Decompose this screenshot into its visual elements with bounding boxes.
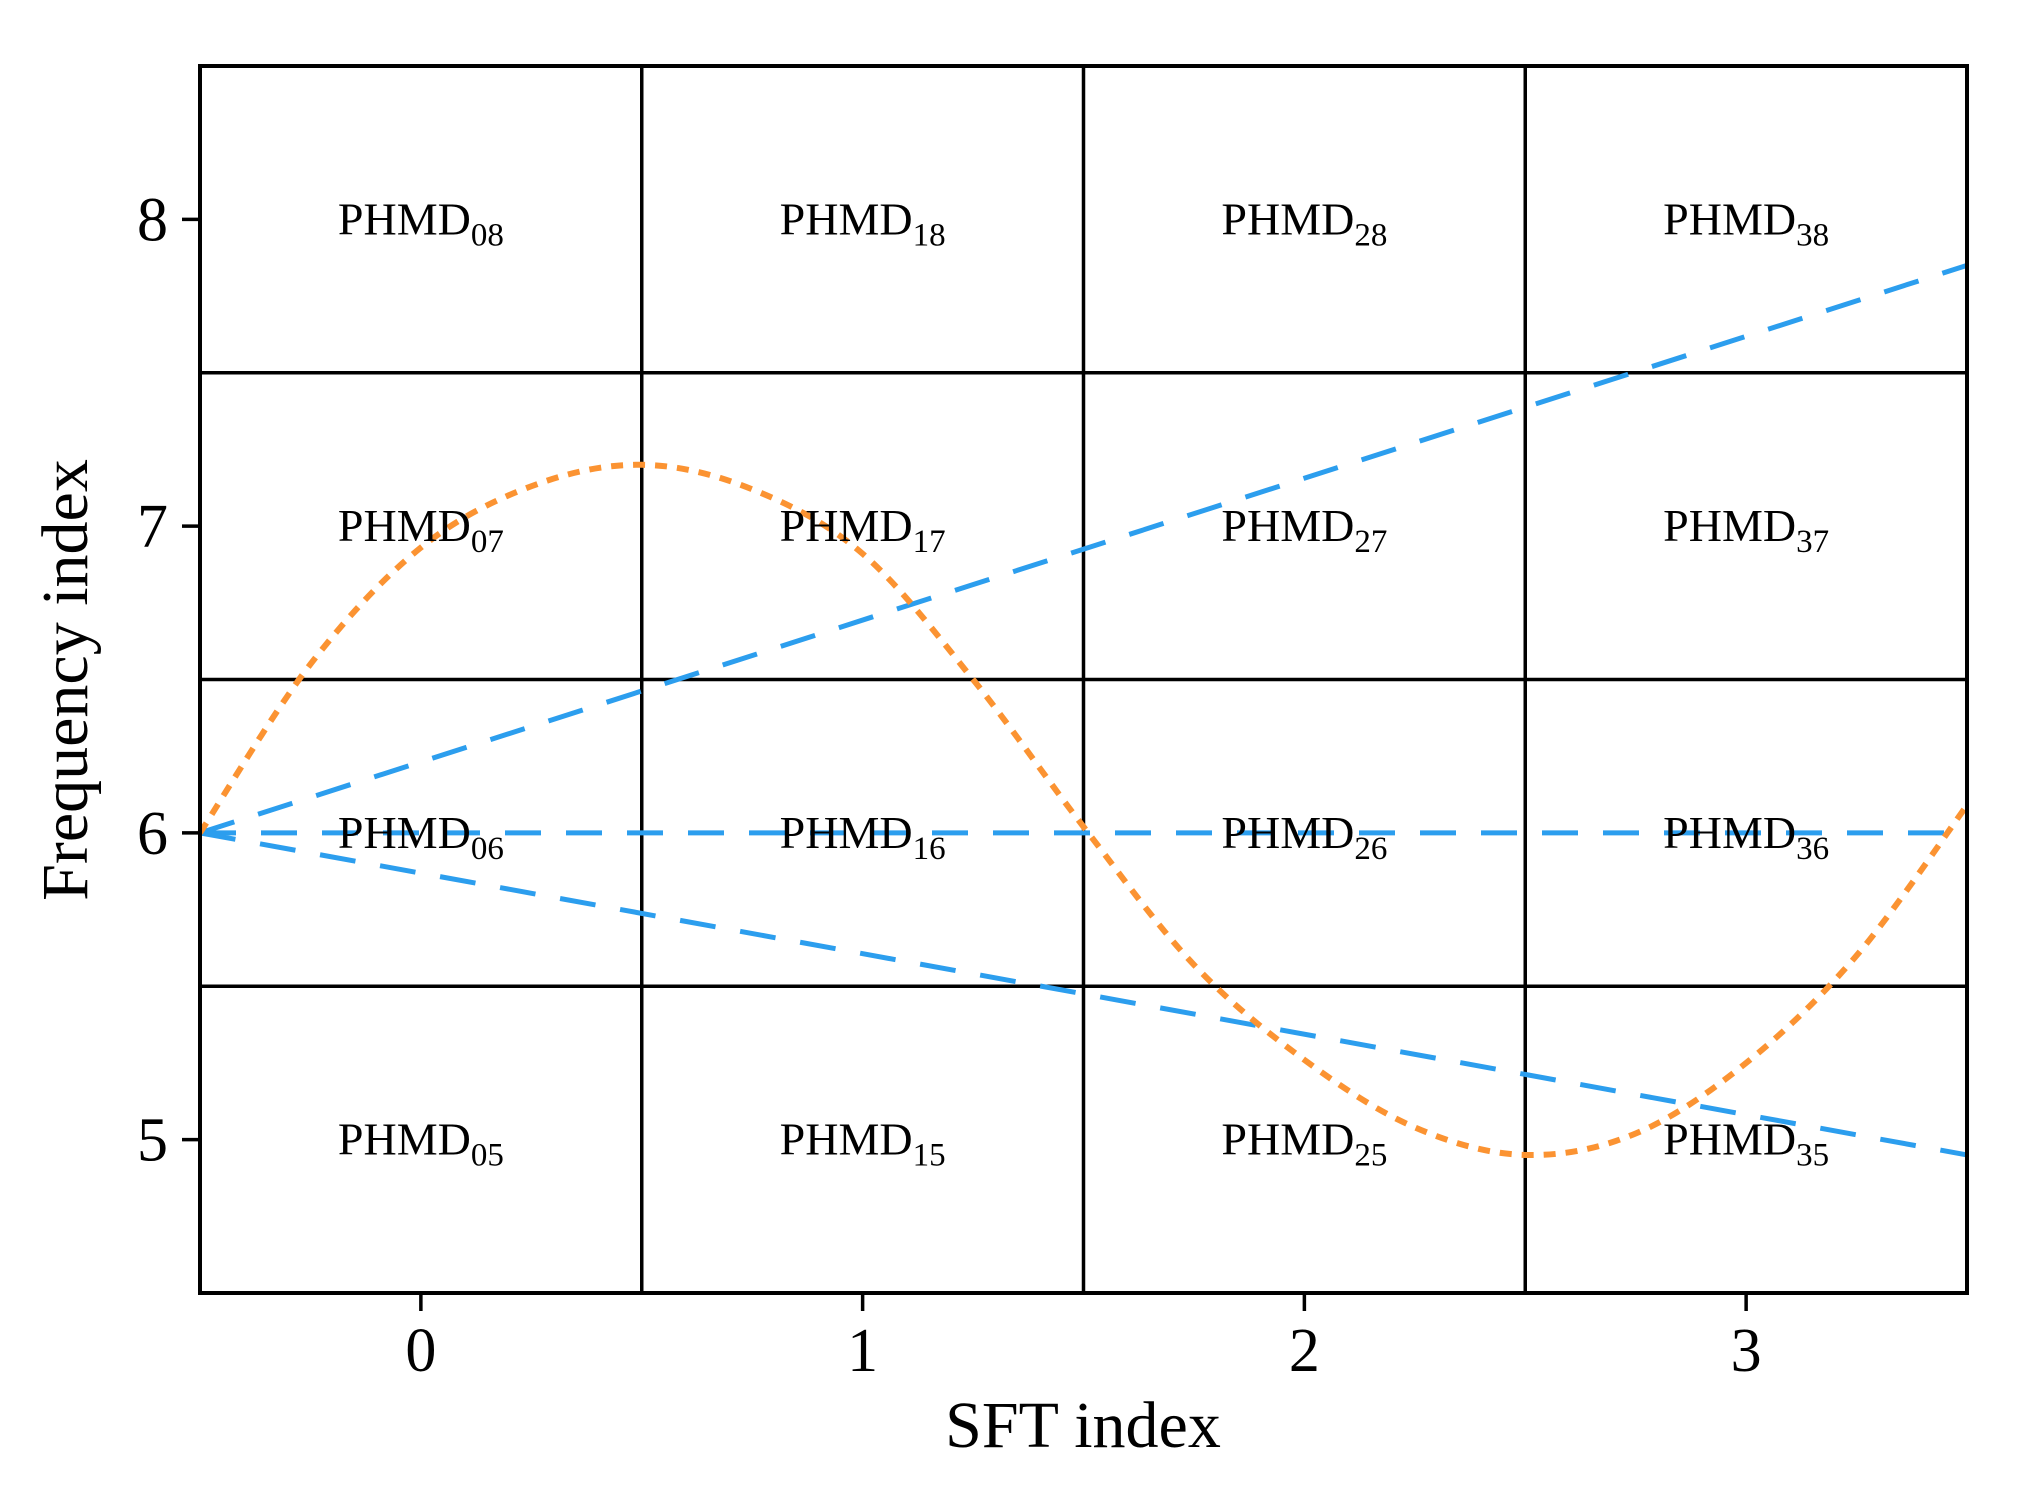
cell-label-subscript: 37 xyxy=(1796,524,1829,560)
cell-label-phmd-08: PHMD08 xyxy=(338,193,504,253)
cell-label-phmd-27: PHMD27 xyxy=(1221,500,1387,560)
cell-label-phmd-15: PHMD15 xyxy=(780,1114,946,1174)
cell-label-subscript: 16 xyxy=(913,831,946,867)
cell-label-base: PHMD xyxy=(338,1114,471,1165)
cell-label-phmd-17: PHMD17 xyxy=(780,500,946,560)
blue-track-up-line xyxy=(199,263,1968,836)
cell-label-subscript: 28 xyxy=(1354,217,1387,253)
cell-label-subscript: 18 xyxy=(913,217,946,253)
cell-label-phmd-07: PHMD07 xyxy=(338,500,504,560)
cell-label-phmd-16: PHMD16 xyxy=(780,807,946,867)
x-tick-label: 2 xyxy=(1289,1317,1320,1385)
cell-label-subscript: 06 xyxy=(471,831,504,867)
cell-label-base: PHMD xyxy=(780,193,913,244)
cell-label-base: PHMD xyxy=(1221,1114,1354,1165)
cell-label-base: PHMD xyxy=(1221,807,1354,858)
cell-label-phmd-37: PHMD37 xyxy=(1663,500,1829,560)
x-axis-label: SFT index xyxy=(945,1389,1221,1462)
plot-border xyxy=(198,64,1969,1295)
cell-label-base: PHMD xyxy=(1663,807,1796,858)
cell-label-subscript: 27 xyxy=(1354,524,1387,560)
cell-label-base: PHMD xyxy=(780,1114,913,1165)
cell-label-phmd-26: PHMD26 xyxy=(1221,807,1387,867)
cell-label-subscript: 38 xyxy=(1796,217,1829,253)
cell-label-base: PHMD xyxy=(1663,193,1796,244)
cell-label-subscript: 17 xyxy=(913,524,946,560)
x-tick-label: 1 xyxy=(847,1317,878,1385)
cell-label-phmd-05: PHMD05 xyxy=(338,1114,504,1174)
y-tick-label: 8 xyxy=(137,186,168,254)
y-axis-label: Frequency index xyxy=(29,459,102,901)
cell-label-base: PHMD xyxy=(338,807,471,858)
cell-label-phmd-25: PHMD25 xyxy=(1221,1114,1387,1174)
cell-label-phmd-28: PHMD28 xyxy=(1221,193,1387,253)
cell-label-base: PHMD xyxy=(780,500,913,551)
cell-label-subscript: 35 xyxy=(1796,1138,1829,1174)
cell-label-subscript: 08 xyxy=(471,217,504,253)
cell-label-phmd-36: PHMD36 xyxy=(1663,807,1829,867)
cell-label-subscript: 05 xyxy=(471,1138,504,1174)
y-tick-label: 5 xyxy=(137,1107,168,1175)
x-tick-label: 0 xyxy=(405,1317,436,1385)
x-tick-label: 3 xyxy=(1731,1317,1762,1385)
cell-label-base: PHMD xyxy=(338,500,471,551)
cell-label-base: PHMD xyxy=(338,193,471,244)
cell-label-subscript: 25 xyxy=(1354,1138,1387,1174)
y-tick-label: 7 xyxy=(137,493,168,561)
cell-label-subscript: 36 xyxy=(1796,831,1829,867)
cell-label-phmd-06: PHMD06 xyxy=(338,807,504,867)
cell-label-base: PHMD xyxy=(1663,500,1796,551)
cell-label-base: PHMD xyxy=(1221,500,1354,551)
cell-label-phmd-18: PHMD18 xyxy=(780,193,946,253)
cell-label-subscript: 07 xyxy=(471,524,504,560)
orange-track-modulated-line xyxy=(197,461,1970,1159)
cell-label-subscript: 26 xyxy=(1354,831,1387,867)
cell-label-phmd-38: PHMD38 xyxy=(1663,193,1829,253)
blue-track-down-line xyxy=(199,830,1968,1158)
cell-label-subscript: 15 xyxy=(913,1138,946,1174)
cell-label-base: PHMD xyxy=(780,807,913,858)
cell-label-base: PHMD xyxy=(1221,193,1354,244)
cell-label-base: PHMD xyxy=(1663,1114,1796,1165)
cell-label-phmd-35: PHMD35 xyxy=(1663,1114,1829,1174)
y-tick-label: 6 xyxy=(137,800,168,868)
